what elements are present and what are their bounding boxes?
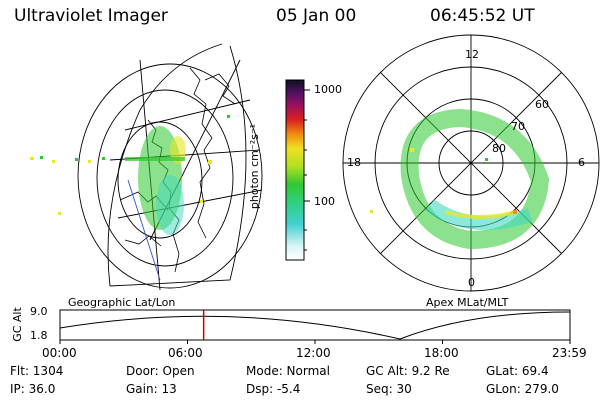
altitude-ylabel: GC Alt: [10, 307, 24, 342]
earth-limb: [107, 43, 223, 287]
altitude-xtick-12: 12:00: [296, 346, 331, 360]
altitude-xtick-6: 06:00: [168, 346, 203, 360]
altitude-ytick-9: 9.0: [30, 305, 48, 318]
left-panel-label: Geographic Lat/Lon: [68, 296, 176, 309]
info-flt: Flt: 1304: [10, 364, 64, 378]
time-label: 06:45:52 UT: [430, 6, 535, 26]
altitude-xticks: [59, 340, 571, 344]
info-seq: Seq: 30: [366, 382, 412, 396]
info-gcalt: GC Alt: 9.2 Re: [366, 364, 450, 378]
instrument-title: Ultraviolet Imager: [14, 6, 168, 26]
lat-label-70: 70: [511, 120, 525, 133]
colorbar-tick-1000: 1000: [314, 83, 342, 96]
info-glon: GLon: 279.0: [486, 382, 559, 396]
polar-aurora: [370, 108, 550, 250]
mlt-label-12: 12: [465, 48, 479, 61]
altitude-xtick-2359: 23:59: [552, 346, 587, 360]
date-label: 05 Jan 00: [276, 6, 357, 26]
lat-label-80: 80: [492, 142, 506, 155]
grid-line-blue: [127, 179, 161, 281]
altitude-frame: [59, 309, 571, 341]
mlt-label-6: 6: [578, 156, 585, 169]
info-glat: GLat: 69.4: [486, 364, 549, 378]
colorbar-tick-100: 100: [314, 195, 335, 208]
altitude-xtick-18: 18:00: [424, 346, 459, 360]
colorbar-ticks: [304, 89, 310, 251]
mlt-label-18: 18: [347, 156, 361, 169]
info-ip: IP: 36.0: [10, 382, 56, 396]
info-gain: Gain: 13: [126, 382, 177, 396]
altitude-curve: [59, 311, 571, 340]
colorbar: [285, 79, 305, 261]
lat-circle-2: [96, 89, 234, 267]
polar-plot: [342, 34, 600, 292]
info-dsp: Dsp: -5.4: [246, 382, 301, 396]
colorbar-label: photon cm⁻²s⁻¹: [248, 123, 262, 210]
lat-circle-3: [77, 63, 263, 289]
meridian-3: [117, 189, 263, 219]
altitude-xtick-0: 00:00: [42, 346, 77, 360]
altitude-plot: [59, 309, 571, 344]
lat-label-60: 60: [535, 98, 549, 111]
polar-diag-2: [380, 72, 562, 254]
info-mode: Mode: Normal: [246, 364, 330, 378]
right-panel-label: Apex MLat/MLT: [426, 296, 509, 309]
left-aurora: [30, 115, 230, 235]
map-frame: [109, 45, 247, 287]
info-door: Door: Open: [126, 364, 195, 378]
altitude-ytick-1-8: 1.8: [30, 329, 48, 342]
mlt-label-0: 0: [468, 276, 475, 289]
